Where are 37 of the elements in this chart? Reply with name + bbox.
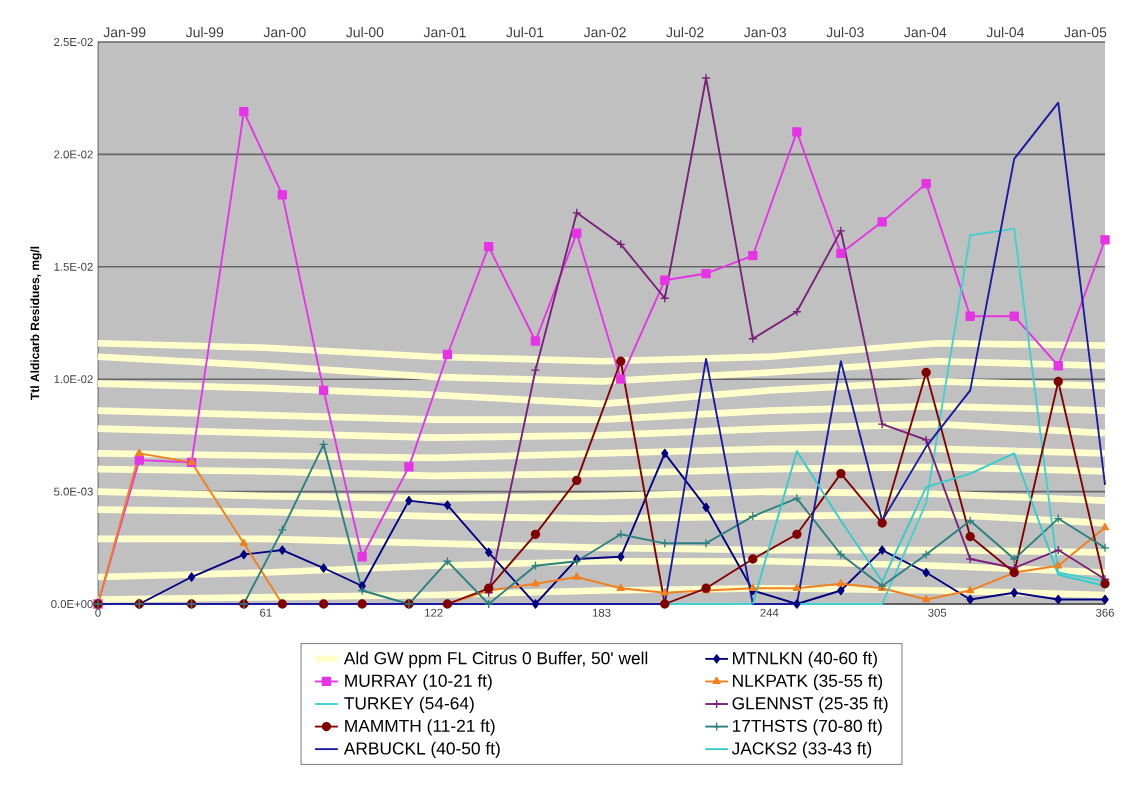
x-tick-label: 366: [1096, 608, 1114, 617]
y-tick-label: 1.5E-02: [54, 262, 93, 271]
x2-tick-label: Jan-99: [103, 27, 146, 38]
x-tick-label: 122: [425, 608, 443, 617]
y-tick-label: 2.0E-02: [54, 150, 93, 159]
x2-tick-label: Jul-00: [346, 26, 384, 38]
legend-label: 17THSTS (70-80 ft): [732, 719, 882, 736]
x2-tick-label: Jul-02: [666, 26, 704, 38]
y-tick-label: 1.0E-02: [54, 375, 93, 384]
x2-tick-label: Jul-04: [986, 26, 1025, 38]
y-tick-label: 0.0E+00: [51, 600, 93, 609]
legend-label: GLENNST (25-35 ft): [732, 696, 888, 713]
x2-tick-label: Jan-04: [904, 27, 947, 38]
legend-label: Ald GW ppm FL Citrus 0 Buffer, 50' well: [343, 651, 648, 668]
legend-label: NLKPATK (35-55 ft): [733, 674, 883, 691]
legend-label: MURRAY (10-21 ft): [345, 674, 492, 691]
x2-tick-label: Jan-05: [1064, 27, 1107, 38]
legend-label: ARBUCKL (40-50 ft): [343, 741, 500, 759]
x2-tick-label: Jan-02: [583, 27, 626, 38]
x2-tick-label: Jul-99: [185, 26, 224, 38]
x-tick-label: 305: [928, 608, 947, 617]
legend-label: MAMMTH (11-21 ft): [345, 719, 495, 736]
x2-tick-label: Jan-00: [263, 27, 306, 38]
legend-label: TURKEY (54-64): [344, 696, 474, 713]
x2-tick-label: Jul-03: [826, 26, 864, 38]
legend-label: JACKS2 (33-43 ft): [731, 741, 872, 759]
y-axis-title: Ttl Aldicarb Residues, mg/l: [30, 246, 42, 400]
x-tick-label: 244: [760, 608, 779, 617]
y-tick-label: 2.5E-02: [54, 37, 93, 46]
x-tick-label: 183: [592, 608, 611, 617]
x2-tick-label: Jan-03: [744, 27, 786, 38]
legend-label: MTNLKN (40-60 ft): [733, 651, 877, 668]
x-tick-label: 0: [95, 608, 101, 617]
y-tick-label: 5.0E-03: [54, 487, 93, 496]
x2-tick-label: Jan-01: [423, 27, 466, 38]
x2-tick-label: Jul-01: [506, 26, 544, 38]
x-tick-label: 61: [260, 608, 272, 617]
